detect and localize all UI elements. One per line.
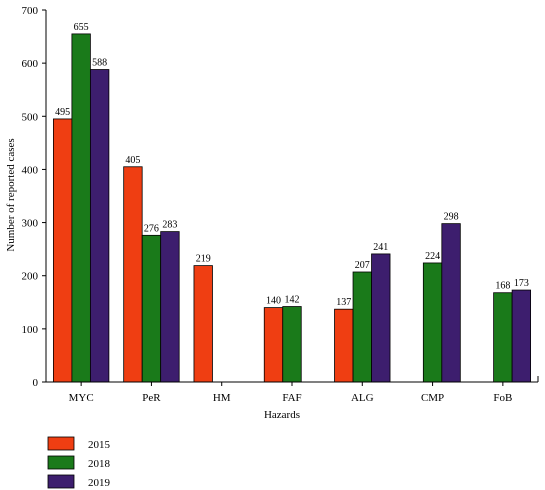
bar xyxy=(52,118,73,383)
bar xyxy=(282,306,302,383)
bar xyxy=(371,253,391,383)
bar xyxy=(89,69,110,383)
bar xyxy=(193,265,213,383)
data-label: 224 xyxy=(425,251,440,262)
bar xyxy=(511,289,532,383)
x-tick-label: PeR xyxy=(142,392,161,404)
bar xyxy=(334,308,354,383)
y-tick-label: 100 xyxy=(22,324,39,336)
data-label: 219 xyxy=(196,254,211,265)
y-tick-label: 300 xyxy=(22,218,39,230)
legend-label: 2015 xyxy=(88,439,111,451)
y-tick-label: 700 xyxy=(22,5,39,17)
bar xyxy=(441,223,461,383)
bar xyxy=(263,307,284,383)
data-label: 655 xyxy=(74,22,89,33)
x-axis: MYC PeR HM FAF ALG CMP FoB xyxy=(46,376,539,404)
bar xyxy=(71,33,91,383)
legend-label: 2019 xyxy=(88,477,111,489)
y-axis: 0 100 200 300 400 500 600 700 xyxy=(22,5,47,389)
legend-swatch xyxy=(47,436,75,451)
x-tick-label: FoB xyxy=(493,392,512,404)
y-tick-label: 200 xyxy=(22,271,39,283)
data-label: 137 xyxy=(336,297,351,308)
x-tick-label: HM xyxy=(213,392,231,404)
data-label: 207 xyxy=(355,260,370,271)
y-tick-label: 500 xyxy=(22,111,39,123)
legend-swatch xyxy=(47,455,75,470)
x-tick-label: CMP xyxy=(421,392,444,404)
data-label: 298 xyxy=(444,212,459,223)
plot-area: 495 405 219 140 137 655 276 142 207 224 168 588 283 2… xyxy=(52,22,532,383)
data-label: 140 xyxy=(266,296,281,307)
data-label: 168 xyxy=(495,281,510,292)
bar xyxy=(123,166,143,383)
data-label: 588 xyxy=(92,58,107,69)
bar xyxy=(352,271,372,383)
data-label: 173 xyxy=(514,278,529,289)
bar xyxy=(493,292,513,383)
y-tick-label: 600 xyxy=(22,58,39,70)
data-label: 283 xyxy=(162,220,177,231)
y-tick-label: 400 xyxy=(22,164,39,176)
x-tick-label: MYC xyxy=(69,392,94,404)
legend-label: 2018 xyxy=(88,458,111,470)
y-axis-title: Number of reported cases xyxy=(5,138,17,251)
bar xyxy=(160,231,180,383)
data-label: 495 xyxy=(55,107,70,118)
x-tick-label: ALG xyxy=(351,392,374,404)
data-label: 241 xyxy=(373,242,388,253)
data-label: 142 xyxy=(285,295,300,306)
bar xyxy=(422,262,443,383)
x-tick-label: FAF xyxy=(282,392,301,404)
legend: 2015 2018 2019 xyxy=(47,436,111,489)
y-tick-label: 0 xyxy=(33,377,39,389)
data-label: 405 xyxy=(125,155,140,166)
x-axis-title: Hazards xyxy=(264,409,300,421)
legend-swatch xyxy=(47,474,75,489)
bar xyxy=(141,234,162,383)
data-label: 276 xyxy=(144,223,159,234)
